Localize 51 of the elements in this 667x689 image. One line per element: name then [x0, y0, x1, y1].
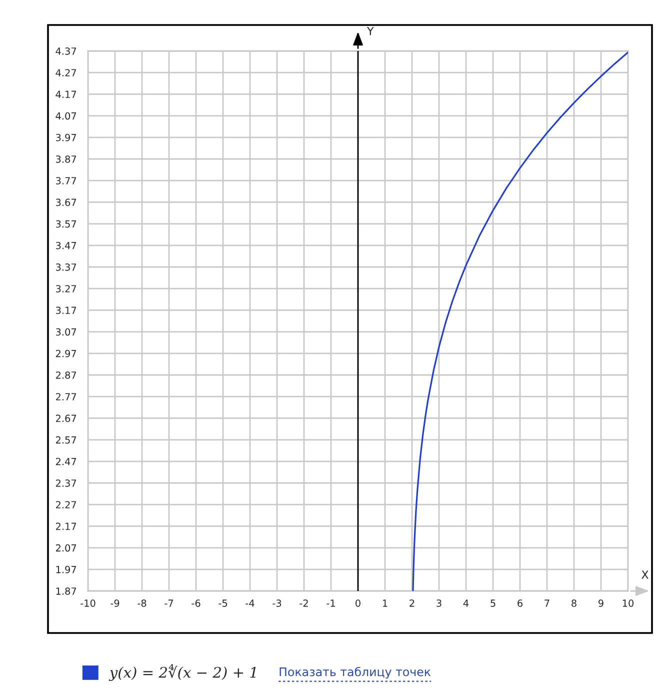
text: Показать таблицу точек: [280, 666, 431, 679]
y-tick-label: 3.87: [56, 155, 76, 163]
x-tick-label: -3: [272, 600, 282, 607]
y-tick-label: 2.37: [56, 479, 76, 487]
y-tick-label: 3.37: [56, 263, 76, 271]
y-tick-label: 3.77: [56, 177, 76, 184]
y-tick-label: 4.17: [56, 90, 76, 98]
y-tick-label: 2.47: [56, 458, 76, 466]
y-axis-title: Y: [366, 26, 374, 36]
x-tick-label: -7: [164, 600, 174, 607]
y-tick-label: 2.27: [56, 501, 76, 508]
x-tick-label: -2: [300, 600, 308, 607]
x-tick-label: 4: [463, 600, 469, 607]
y-tick-label: 2.17: [56, 522, 76, 530]
x-tick-label: 5: [490, 600, 496, 607]
x-tick-label: 3: [436, 600, 442, 607]
x-tick-label: 0: [356, 600, 360, 607]
y-tick-label: 3.57: [56, 220, 76, 228]
y-tick-label: 3.47: [56, 242, 76, 250]
x-tick-label: 1: [382, 600, 388, 607]
x-tick-label: -1: [326, 600, 335, 607]
x-tick-label: 9: [598, 600, 604, 607]
y-tick-label: 3.67: [56, 198, 76, 206]
x-tick-label: 10: [622, 600, 634, 607]
y-tick-label: 4.07: [56, 112, 76, 120]
y-tick-label: 2.97: [56, 350, 76, 358]
x-tick-label: -10: [80, 600, 96, 607]
y-tick-label: 1.87: [56, 587, 76, 595]
y-tick-label: 2.67: [56, 414, 76, 422]
y-tick-label: 3.27: [56, 285, 76, 292]
y-tick-label: 1.97: [56, 566, 76, 574]
x-tick-label: 7: [544, 600, 550, 607]
x-tick-label: 2: [410, 600, 414, 607]
y-tick-label: 3.17: [56, 306, 76, 314]
x-axis-title: X: [642, 570, 648, 579]
x-tick-label: 6: [518, 600, 522, 607]
x-tick-label: -9: [110, 600, 120, 607]
y-tick-label: 3.97: [56, 134, 76, 142]
x-tick-label: -8: [138, 600, 146, 607]
y-tick-label: 4.27: [56, 69, 76, 76]
y-tick-label: 2.87: [56, 371, 76, 379]
x-tick-label: -6: [192, 600, 200, 607]
y-tick-label: 4.37: [56, 47, 76, 55]
legend-label: y(x) = 2∜(x − 2) + 1: [108, 664, 256, 681]
x-tick-label: -5: [218, 600, 227, 607]
y-tick-label: 2.77: [56, 393, 76, 400]
x-tick-label: 8: [572, 600, 576, 607]
y-tick-label: 2.07: [56, 544, 76, 552]
x-tick-label: -4: [246, 600, 254, 607]
y-tick-label: 3.07: [56, 328, 76, 336]
y-tick-label: 2.57: [56, 436, 76, 444]
